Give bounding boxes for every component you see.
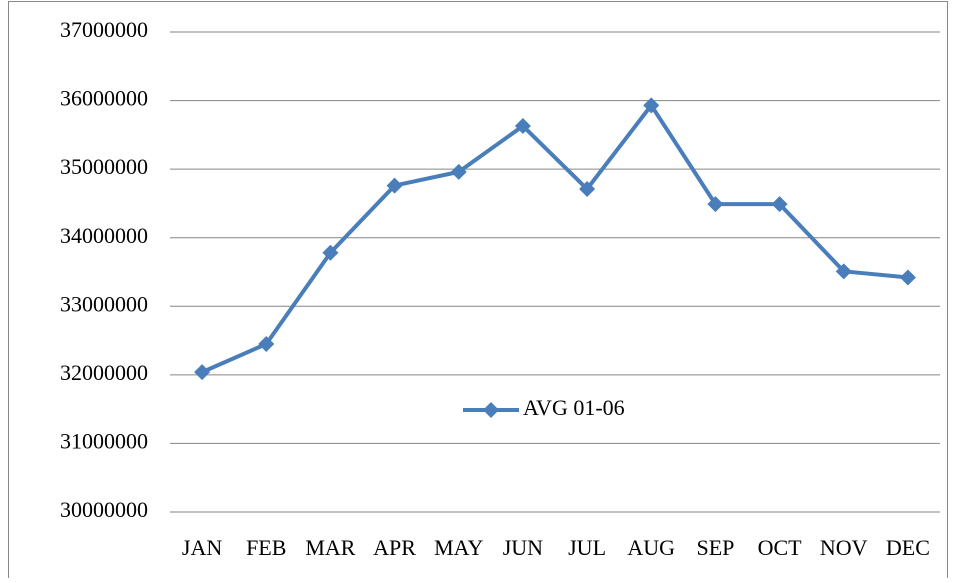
data-point	[194, 364, 211, 381]
x-tick-label: AUG	[627, 535, 675, 560]
data-point	[258, 336, 275, 352]
data-point	[514, 117, 531, 134]
series-line	[201, 103, 909, 374]
x-tick-label: MAY	[434, 535, 483, 560]
y-tick-label: 32000000	[60, 360, 148, 385]
x-tick-label: NOV	[820, 535, 868, 560]
data-point	[899, 269, 916, 286]
x-tick-label: FEB	[246, 535, 286, 560]
data-point	[450, 163, 467, 180]
data-point	[386, 177, 403, 194]
x-tick-label: JAN	[182, 535, 222, 560]
y-tick-label: 37000000	[60, 17, 148, 42]
x-tick-label: JUN	[503, 535, 543, 560]
data-point	[322, 244, 339, 261]
x-tick-label: OCT	[758, 535, 803, 560]
x-tick-label: MAR	[305, 535, 355, 560]
y-tick-label: 30000000	[60, 497, 148, 522]
data-point	[771, 196, 788, 213]
data-point	[707, 196, 724, 213]
data-point	[835, 263, 852, 280]
x-tick-label: SEP	[696, 535, 734, 560]
y-tick-label: 33000000	[60, 291, 148, 316]
y-tick-label: 36000000	[60, 86, 148, 111]
y-tick-label: 35000000	[60, 154, 148, 179]
legend-label: AVG 01-06	[523, 395, 625, 420]
data-point	[643, 97, 660, 114]
data-point	[579, 181, 596, 198]
legend-marker	[483, 402, 499, 418]
chart-frame	[8, 1, 948, 582]
x-tick-label: DEC	[886, 535, 930, 560]
x-tick-label: APR	[373, 535, 416, 560]
y-tick-label: 34000000	[60, 223, 148, 248]
x-tick-label: JUL	[568, 535, 606, 560]
y-tick-label: 31000000	[60, 428, 148, 453]
